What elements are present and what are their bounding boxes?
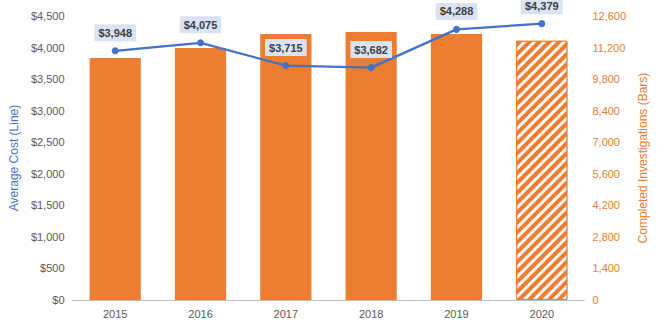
svg-text:0: 0 [592, 294, 598, 306]
svg-text:$0: $0 [52, 294, 64, 306]
svg-text:$4,500: $4,500 [31, 10, 65, 22]
svg-text:$2,000: $2,000 [31, 168, 65, 180]
svg-text:$1,000: $1,000 [31, 231, 65, 243]
svg-text:2019: 2019 [444, 308, 468, 320]
svg-text:11,200: 11,200 [592, 42, 625, 54]
svg-text:$4,288: $4,288 [440, 5, 474, 17]
svg-text:12,600: 12,600 [592, 10, 626, 22]
svg-text:$3,948: $3,948 [98, 27, 132, 39]
svg-text:2018: 2018 [359, 308, 383, 320]
svg-text:2017: 2017 [274, 308, 298, 320]
svg-text:4,200: 4,200 [592, 199, 620, 211]
svg-text:$2,500: $2,500 [31, 136, 65, 148]
svg-text:$500: $500 [40, 262, 64, 274]
svg-text:1,400: 1,400 [592, 262, 620, 274]
svg-text:$4,075: $4,075 [184, 19, 218, 31]
svg-text:7,000: 7,000 [592, 136, 620, 148]
svg-text:$1,500: $1,500 [31, 199, 65, 211]
svg-text:$3,000: $3,000 [31, 105, 65, 117]
svg-text:5,600: 5,600 [592, 168, 620, 180]
svg-text:$3,500: $3,500 [31, 73, 65, 85]
svg-text:$3,682: $3,682 [354, 44, 388, 56]
svg-text:2016: 2016 [188, 308, 212, 320]
svg-text:Completed Investigations (Bars: Completed Investigations (Bars) [636, 73, 650, 244]
svg-text:$4,379: $4,379 [525, 0, 559, 12]
svg-text:Average Cost (Line): Average Cost (Line) [7, 105, 21, 212]
svg-text:2,800: 2,800 [592, 231, 620, 243]
svg-text:8,400: 8,400 [592, 105, 620, 117]
svg-text:9,800: 9,800 [592, 73, 620, 85]
svg-text:2015: 2015 [103, 308, 127, 320]
svg-text:2020: 2020 [530, 308, 554, 320]
svg-text:$3,715: $3,715 [269, 42, 303, 54]
svg-text:$4,000: $4,000 [31, 42, 65, 54]
